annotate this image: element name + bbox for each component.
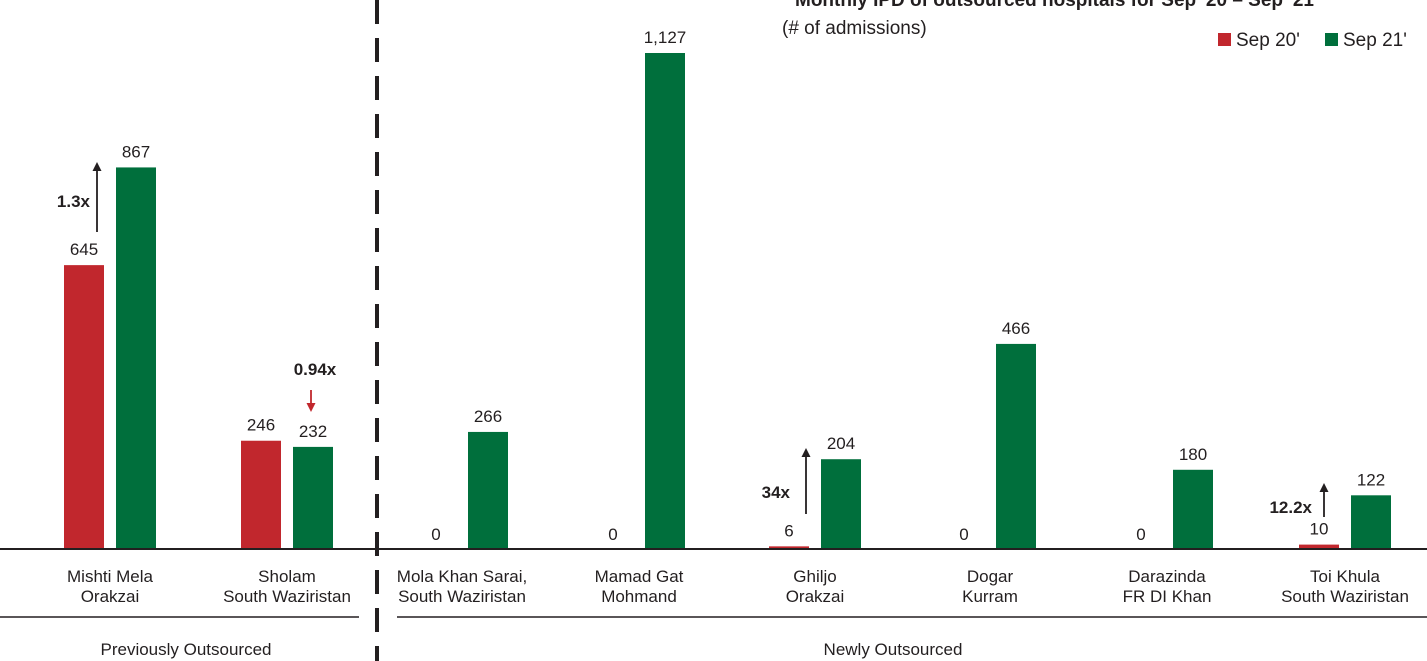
category-label-7-line-0: Toi Khula	[1310, 567, 1380, 586]
value-label-sep-20-7: 10	[1310, 520, 1329, 539]
category-label-6-line-0: Darazinda	[1128, 567, 1206, 586]
value-label-sep-21-4: 204	[827, 434, 855, 453]
value-label-sep-21-3: 1,127	[644, 28, 687, 47]
category-label-6-line-1: FR DI Khan	[1123, 587, 1212, 606]
value-label-sep-21-1: 232	[299, 422, 327, 441]
category-label-0-line-0: Mishti Mela	[67, 567, 154, 586]
legend: Sep 20' Sep 21'	[1218, 30, 1407, 51]
category-label-1-line-0: Sholam	[258, 567, 316, 586]
group-label-0: Previously Outsourced	[100, 640, 271, 659]
bars	[64, 53, 1391, 550]
bar-sep-21-5	[996, 343, 1036, 549]
bar-sep-21-3	[645, 53, 685, 549]
group-labels: Previously Outsourced Newly Outsourced	[100, 640, 962, 659]
bar-sep-20-7	[1299, 544, 1339, 549]
bar-sep-21-7	[1351, 495, 1391, 549]
legend-swatch-sep-20	[1218, 33, 1231, 46]
category-label-2-line-1: South Waziristan	[398, 587, 526, 606]
growth-annotation-0: 1.3x	[57, 192, 91, 211]
group-label-1: Newly Outsourced	[824, 640, 963, 659]
bar-sep-21-1	[293, 446, 333, 549]
value-label-sep-21-6: 180	[1179, 445, 1207, 464]
category-label-1-line-1: South Waziristan	[223, 587, 351, 606]
category-label-4-line-0: Ghiljo	[793, 567, 836, 586]
category-label-3-line-0: Mamad Gat	[595, 567, 684, 586]
chart-title: Monthly IPD of outsourced hospitals for …	[795, 0, 1314, 11]
category-label-3-line-1: Mohmand	[601, 587, 677, 606]
growth-annotation-1: 0.94x	[294, 360, 337, 379]
category-label-4-line-1: Orakzai	[786, 587, 845, 606]
growth-annotation-7: 12.2x	[1269, 498, 1312, 517]
growth-annotation-4: 34x	[762, 483, 791, 502]
value-label-sep-20-0: 645	[70, 240, 98, 259]
category-label-5-line-1: Kurram	[962, 587, 1018, 606]
category-label-7-line-1: South Waziristan	[1281, 587, 1409, 606]
value-label-sep-20-4: 6	[784, 521, 793, 540]
bar-sep-20-1	[241, 440, 281, 549]
growth-arrow-head-1	[306, 403, 316, 412]
value-label-sep-21-7: 122	[1357, 470, 1385, 489]
category-label-5-line-0: Dogar	[967, 567, 1014, 586]
growth-annotations: 1.3x 0.94x 34x 12.2x	[57, 162, 1329, 517]
legend-swatch-sep-21	[1325, 33, 1338, 46]
value-label-sep-20-2: 0	[431, 525, 440, 544]
value-label-sep-21-2: 266	[474, 407, 502, 426]
value-label-sep-21-5: 466	[1002, 319, 1030, 338]
bar-sep-21-6	[1173, 469, 1213, 549]
bar-sep-21-0	[116, 167, 156, 550]
value-label-sep-20-3: 0	[608, 525, 617, 544]
growth-arrow-head-0	[92, 162, 102, 171]
value-label-sep-20-1: 246	[247, 416, 275, 435]
value-label-sep-20-5: 0	[959, 525, 968, 544]
category-label-2-line-0: Mola Khan Sarai,	[397, 567, 527, 586]
value-label-sep-21-0: 867	[122, 142, 150, 161]
growth-arrow-head-4	[801, 448, 811, 457]
bar-sep-20-4	[769, 546, 809, 549]
value-label-sep-20-6: 0	[1136, 525, 1145, 544]
legend-label-sep-20: Sep 20'	[1236, 30, 1300, 51]
chart-subtitle: (# of admissions)	[782, 18, 927, 39]
bar-sep-21-2	[468, 431, 508, 549]
value-labels: 645 867 246 232 0 266 0 1,127 6 204 0 466 0 180 10 122	[70, 28, 1385, 544]
category-label-0-line-1: Orakzai	[81, 587, 140, 606]
bar-sep-21-4	[821, 459, 861, 549]
bar-sep-20-0	[64, 265, 104, 549]
growth-arrow-head-7	[1319, 483, 1329, 492]
legend-label-sep-21: Sep 21'	[1343, 30, 1407, 51]
